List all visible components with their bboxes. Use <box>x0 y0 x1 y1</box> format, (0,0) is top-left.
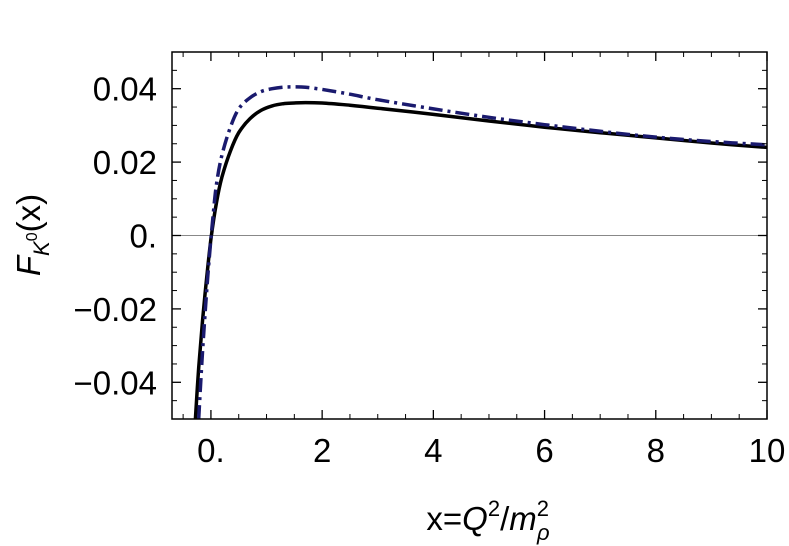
x-tick-label: 4 <box>424 432 442 469</box>
x-tick-label: 0. <box>197 432 225 469</box>
x-axis-title-slash: / <box>500 500 510 537</box>
y-tick-label: 0.04 <box>93 71 157 108</box>
y-axis-title-k-sup: 0 <box>24 232 41 241</box>
x-axis-title-prefix: x= <box>426 500 462 537</box>
x-tick-label: 2 <box>313 432 331 469</box>
y-axis-title-f: F <box>10 254 47 276</box>
y-axis-title-k: K <box>29 240 54 256</box>
y-axis-title: FK0(x) <box>10 194 54 276</box>
x-tick-label: 10 <box>749 432 786 469</box>
series-line-solid <box>193 100 768 420</box>
x-axis-title-m: m <box>509 500 537 537</box>
y-tick-label: 0.02 <box>93 144 157 181</box>
tick-layer: 0. 2 4 6 8 10 −0.04 −0.02 0. 0.02 0.04 <box>74 51 786 469</box>
x-axis-title-m-sub: ρ <box>536 520 550 545</box>
y-tick-label: −0.04 <box>74 364 158 401</box>
x-axis-title-q: Q <box>462 500 488 537</box>
x-axis-title-q-sup: 2 <box>488 496 500 521</box>
x-tick-label: 6 <box>535 432 553 469</box>
series-layer <box>193 85 768 420</box>
y-tick-label: −0.02 <box>74 291 158 328</box>
series-line-dashdot <box>196 85 768 420</box>
x-axis-title: x=Q2/m2 ρ <box>426 496 549 545</box>
x-axis-title-m-sup: 2 <box>537 496 549 521</box>
x-tick-label: 8 <box>647 432 665 469</box>
y-axis-title-arg: (x) <box>10 194 47 232</box>
y-tick-label: 0. <box>129 218 157 255</box>
